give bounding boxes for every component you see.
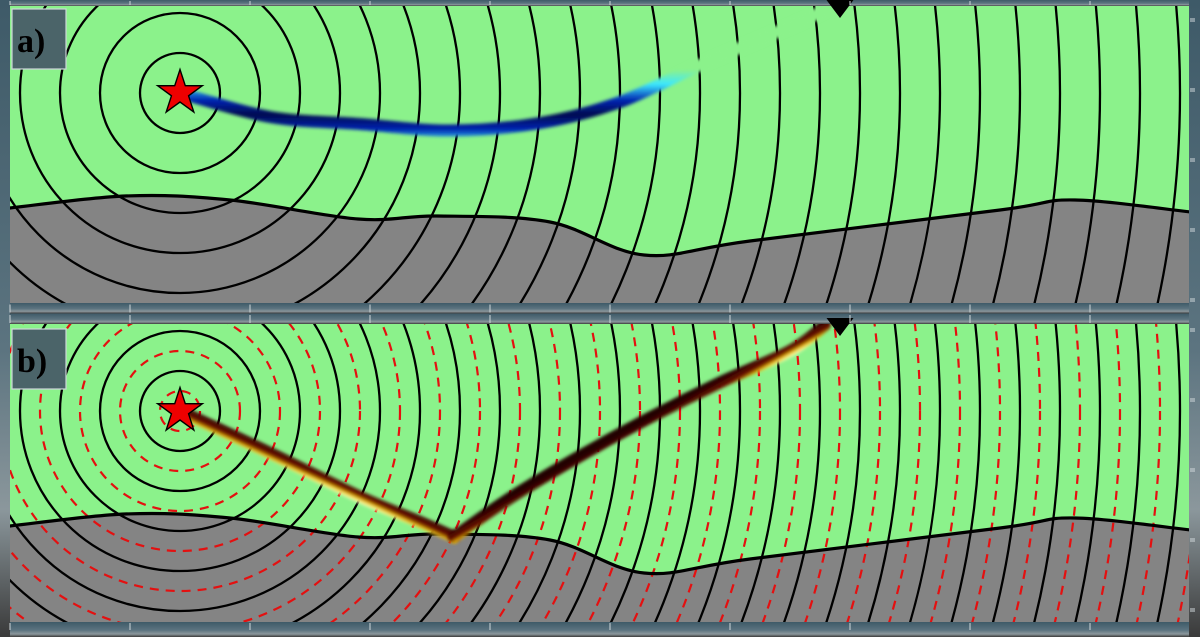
svg-text:a): a) <box>17 23 45 60</box>
svg-text:b): b) <box>17 343 47 380</box>
